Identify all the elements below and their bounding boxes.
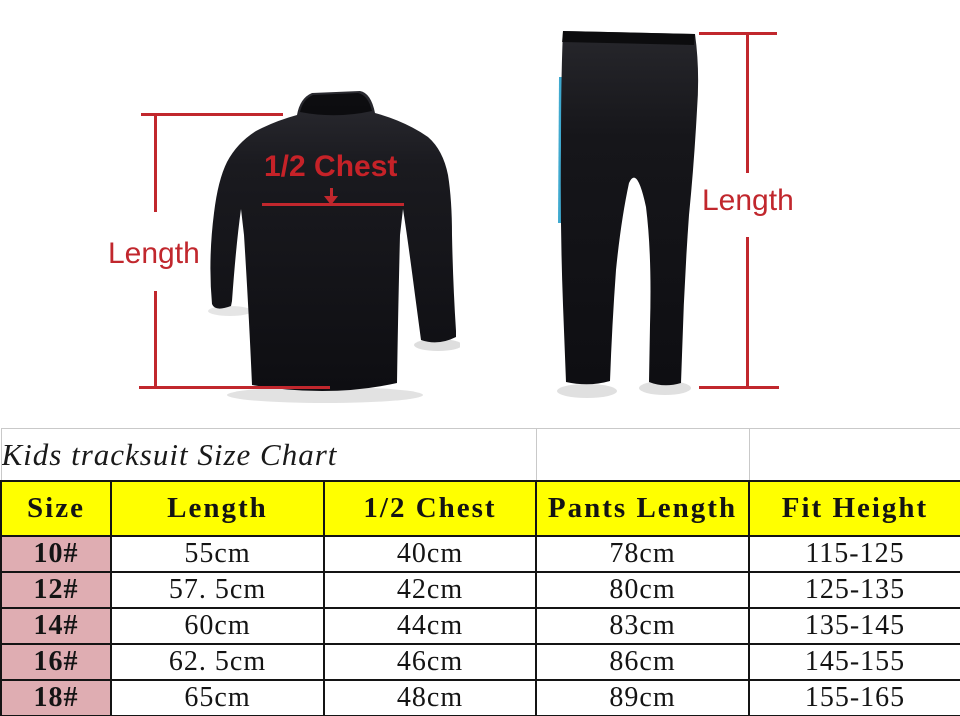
fit-height-cell: 155-165 <box>748 679 960 716</box>
column-header-pants-length: Pants Length <box>535 480 750 537</box>
table-row: 18# 65cm 48cm 89cm 155-165 <box>0 679 960 716</box>
chest-cell: 42cm <box>323 571 537 609</box>
table-title: Kids tracksuit Size Chart <box>0 428 537 482</box>
size-cell: 10# <box>0 535 112 573</box>
jacket-length-tick-top <box>141 113 283 116</box>
pants-back-image <box>557 31 699 398</box>
pants-length-cell: 78cm <box>535 535 750 573</box>
pants-length-label: Length <box>702 184 794 217</box>
table-row: 14# 60cm 44cm 83cm 135-145 <box>0 607 960 645</box>
column-header-length: Length <box>110 480 325 537</box>
size-chart-table: Kids tracksuit Size Chart Size Length 1/… <box>0 428 960 716</box>
table-header-row: Size Length 1/2 Chest Pants Length Fit H… <box>0 480 960 537</box>
half-chest-arrow-stem <box>330 188 333 200</box>
length-cell: 65cm <box>110 679 325 716</box>
size-cell: 18# <box>0 679 112 716</box>
table-title-row: Kids tracksuit Size Chart <box>0 428 960 482</box>
jacket-length-label: Length <box>108 237 200 270</box>
size-cell: 16# <box>0 643 112 681</box>
column-header-chest: 1/2 Chest <box>323 480 537 537</box>
empty-cell <box>535 428 750 482</box>
pants-length-cell: 86cm <box>535 643 750 681</box>
chest-cell: 40cm <box>323 535 537 573</box>
empty-cell <box>748 428 960 482</box>
chest-cell: 46cm <box>323 643 537 681</box>
length-cell: 62. 5cm <box>110 643 325 681</box>
pants-length-cell: 83cm <box>535 607 750 645</box>
pants-length-cell: 89cm <box>535 679 750 716</box>
length-cell: 60cm <box>110 607 325 645</box>
size-cell: 14# <box>0 607 112 645</box>
half-chest-label: 1/2 Chest <box>264 150 398 183</box>
chest-cell: 44cm <box>323 607 537 645</box>
pants-length-tick-top <box>699 32 777 35</box>
pants-length-line-upper <box>746 32 749 173</box>
pants-length-line-lower <box>746 237 749 389</box>
fit-height-cell: 145-155 <box>748 643 960 681</box>
fit-height-cell: 125-135 <box>748 571 960 609</box>
table-row: 10# 55cm 40cm 78cm 115-125 <box>0 535 960 573</box>
half-chest-line <box>262 203 404 206</box>
jacket-length-line-lower <box>154 291 157 388</box>
pants-length-tick-bottom <box>699 386 779 389</box>
table-row: 12# 57. 5cm 42cm 80cm 125-135 <box>0 571 960 609</box>
pants-length-cell: 80cm <box>535 571 750 609</box>
chest-cell: 48cm <box>323 679 537 716</box>
length-cell: 57. 5cm <box>110 571 325 609</box>
length-cell: 55cm <box>110 535 325 573</box>
column-header-fit-height: Fit Height <box>748 480 960 537</box>
product-photo-area: Length 1/2 Chest Length <box>108 31 794 403</box>
table-row: 16# 62. 5cm 46cm 86cm 145-155 <box>0 643 960 681</box>
fit-height-cell: 135-145 <box>748 607 960 645</box>
jacket-length-tick-bottom <box>139 386 330 389</box>
column-header-size: Size <box>0 480 112 537</box>
fit-height-cell: 115-125 <box>748 535 960 573</box>
size-cell: 12# <box>0 571 112 609</box>
jacket-length-line-upper <box>154 113 157 212</box>
half-chest-arrow-icon <box>324 196 338 205</box>
jacket-back-image <box>208 91 460 403</box>
